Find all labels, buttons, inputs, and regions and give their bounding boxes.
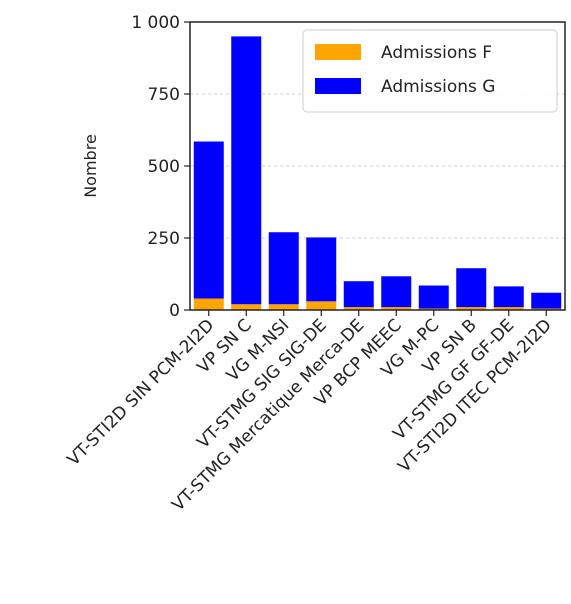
legend-label: Admissions G bbox=[381, 77, 495, 97]
bar-admissions-g bbox=[193, 141, 224, 299]
bar-admissions-f bbox=[381, 307, 412, 310]
y-tick-label: 500 bbox=[148, 157, 180, 177]
x-tick-label: VT-STI2D SIN PCM-2I2D bbox=[64, 315, 219, 470]
y-tick-label: 750 bbox=[148, 85, 180, 105]
legend-box bbox=[302, 29, 558, 113]
y-tick-label: 1 000 bbox=[131, 13, 180, 33]
y-axis-label: Nombre bbox=[81, 134, 100, 198]
y-tick-label: 250 bbox=[148, 229, 180, 249]
bar-admissions-g bbox=[381, 276, 412, 308]
bar-admissions-f bbox=[306, 301, 337, 310]
y-axis: 0 250 500 750 1 000 bbox=[131, 13, 190, 321]
bar-admissions-f bbox=[231, 304, 262, 310]
bar-admissions-f bbox=[193, 298, 224, 310]
bar-admissions-g bbox=[306, 237, 337, 302]
bar-admissions-f bbox=[343, 307, 374, 310]
bar-admissions-f bbox=[456, 307, 487, 310]
legend: Admissions F Admissions G bbox=[302, 29, 558, 113]
legend-swatch bbox=[315, 78, 361, 94]
bar-admissions-g bbox=[493, 286, 524, 308]
bar-admissions-g bbox=[531, 292, 562, 309]
bar-admissions-g bbox=[268, 232, 299, 305]
bar-admissions-f bbox=[268, 304, 299, 310]
legend-swatch bbox=[315, 44, 361, 60]
bar-admissions-g bbox=[456, 268, 487, 308]
bar-admissions-g bbox=[343, 281, 374, 308]
bar-admissions-g bbox=[418, 285, 449, 309]
legend-label: Admissions F bbox=[381, 43, 492, 63]
bar-admissions-g bbox=[231, 36, 262, 305]
bars bbox=[193, 36, 562, 310]
bar-admissions-f bbox=[493, 307, 524, 310]
y-tick-label: 0 bbox=[169, 301, 180, 321]
